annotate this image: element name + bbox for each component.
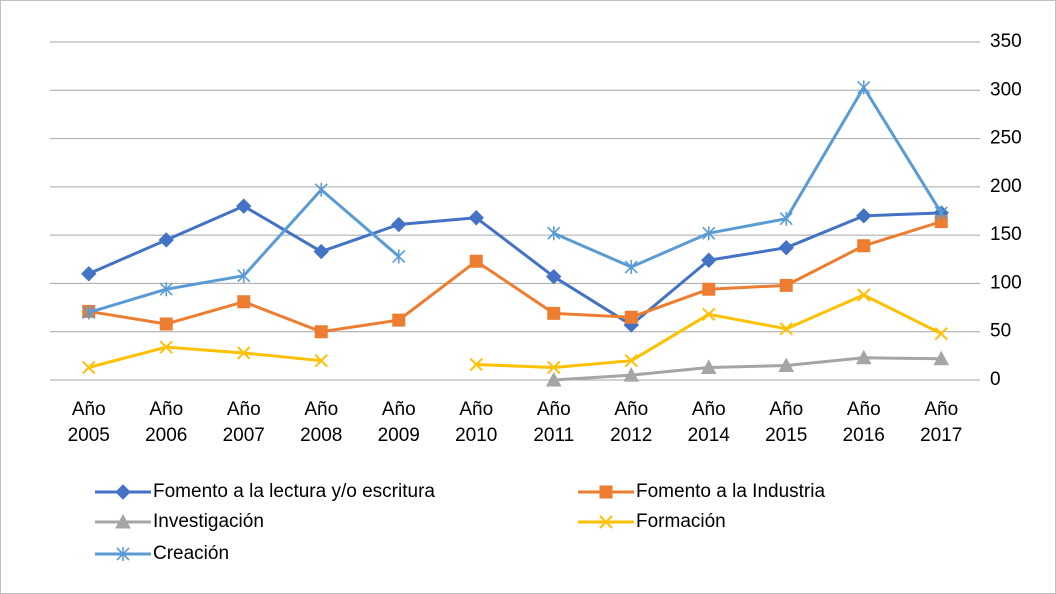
marker <box>857 288 871 302</box>
marker <box>934 205 948 220</box>
marker <box>159 340 173 354</box>
marker <box>934 326 948 341</box>
marker <box>391 216 407 233</box>
legend-item: Creación <box>95 543 229 564</box>
x-tick-label: Año 2006 <box>145 399 187 446</box>
marker <box>314 353 328 368</box>
legend-label: Fomento a la lectura y/o escritura <box>153 481 435 502</box>
marker <box>779 322 793 336</box>
series-line <box>88 220 942 334</box>
series-line <box>88 204 942 327</box>
marker <box>158 232 174 248</box>
marker <box>547 360 561 375</box>
x-tick-label: Año 2014 <box>688 399 731 446</box>
legend-item: Fomento a la lectura y/o escritura <box>95 481 435 502</box>
marker <box>392 313 406 327</box>
legend-label: Creación <box>153 543 229 564</box>
x-tick-label: Año 2005 <box>68 399 110 446</box>
marker <box>392 249 406 264</box>
legend-label: Fomento a la Industria <box>636 481 825 502</box>
x-tick-label: Año 2015 <box>765 399 807 446</box>
marker <box>313 243 329 260</box>
marker <box>82 360 96 375</box>
x-tick-label: Año 2007 <box>223 399 265 446</box>
y-tick-label: 100 <box>990 272 1022 293</box>
x-tick-label: Año 2009 <box>378 399 420 446</box>
y-tick-label: 0 <box>990 369 1001 390</box>
y-tick-label: 150 <box>990 224 1022 245</box>
marker <box>701 252 717 268</box>
legend-item: Investigación <box>95 511 264 532</box>
marker <box>314 325 328 339</box>
marker <box>469 357 483 372</box>
marker <box>599 485 613 499</box>
marker <box>624 260 638 275</box>
x-tick-label: Año 2008 <box>300 399 342 446</box>
marker <box>700 359 717 374</box>
marker <box>116 547 130 561</box>
legend-label: Investigación <box>153 511 264 532</box>
y-tick-label: 350 <box>990 31 1022 52</box>
marker <box>237 268 251 283</box>
marker <box>599 515 613 529</box>
x-tick-label: Año 2017 <box>920 399 962 446</box>
marker <box>933 350 950 366</box>
marker <box>547 306 561 320</box>
marker <box>857 239 871 253</box>
y-tick-label: 300 <box>990 79 1022 100</box>
marker <box>702 282 716 296</box>
legend-label: Formación <box>636 511 726 532</box>
x-tick-label: Año 2011 <box>533 399 574 446</box>
marker <box>81 266 97 282</box>
y-tick-label: 250 <box>990 128 1022 149</box>
marker <box>857 80 871 95</box>
marker <box>624 353 638 368</box>
marker <box>159 282 173 297</box>
marker <box>159 317 173 331</box>
series-line <box>553 356 942 382</box>
marker <box>237 346 251 360</box>
marker <box>547 226 561 241</box>
marker <box>855 349 872 365</box>
marker <box>778 239 794 256</box>
y-tick-label: 200 <box>990 176 1022 197</box>
marker <box>702 307 716 322</box>
legend-item: Fomento a la Industria <box>578 481 825 502</box>
marker <box>314 182 328 197</box>
marker <box>469 254 483 268</box>
marker <box>623 367 640 382</box>
marker <box>115 513 131 529</box>
y-tick-label: 50 <box>990 321 1011 342</box>
marker <box>115 484 131 500</box>
marker <box>779 278 793 292</box>
marker <box>546 268 562 285</box>
marker <box>236 198 252 214</box>
marker <box>468 210 484 226</box>
marker <box>624 310 638 324</box>
marker <box>545 371 562 387</box>
marker <box>237 295 251 309</box>
x-tick-label: Año 2012 <box>610 399 652 446</box>
marker <box>82 305 96 320</box>
legend-item: Formación <box>578 511 726 532</box>
marker <box>856 208 872 224</box>
marker <box>779 211 793 226</box>
marker <box>778 357 795 373</box>
x-tick-label: Año 2010 <box>455 399 497 446</box>
marker <box>702 226 716 241</box>
x-tick-label: Año 2016 <box>843 399 885 446</box>
